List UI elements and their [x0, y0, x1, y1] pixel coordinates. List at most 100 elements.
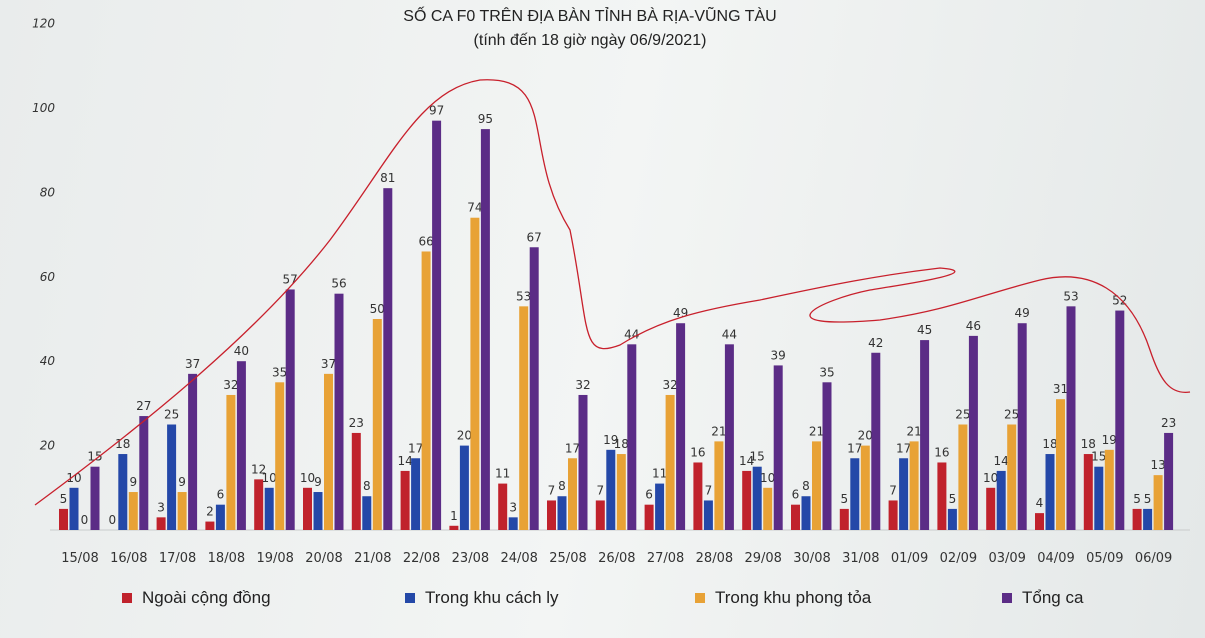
bar [1143, 508, 1153, 530]
data-label: 7 [705, 483, 713, 497]
data-label: 6 [645, 488, 653, 502]
bar [791, 504, 800, 530]
data-label: 31 [1053, 382, 1068, 396]
data-label: 7 [596, 483, 604, 497]
x-tick-label: 17/08 [159, 551, 196, 566]
data-label: 45 [917, 323, 932, 337]
legend-swatch [1002, 593, 1012, 603]
bar [264, 487, 274, 530]
legend-label: Tổng ca [1022, 588, 1084, 607]
legend-label: Trong khu cách ly [425, 588, 559, 607]
hand-drawn-trend-annotation [34, 79, 1191, 506]
bar [986, 487, 996, 530]
data-label: 14 [994, 454, 1009, 468]
data-label: 42 [868, 336, 883, 350]
bar [421, 251, 431, 531]
bar [703, 500, 713, 530]
data-label: 10 [760, 471, 775, 485]
bar [742, 470, 752, 530]
data-label: 6 [217, 488, 225, 502]
bar [1164, 432, 1174, 530]
bar [568, 458, 577, 530]
bar [968, 335, 978, 530]
bar [1132, 508, 1142, 530]
bar [773, 365, 783, 530]
bar [432, 120, 442, 530]
data-label: 19 [1102, 433, 1117, 447]
data-label: 49 [1015, 306, 1030, 320]
bar [763, 487, 773, 530]
bar [958, 424, 968, 530]
bar [498, 483, 508, 530]
data-label: 53 [1063, 289, 1078, 303]
data-label: 5 [1144, 492, 1152, 506]
data-label: 74 [467, 201, 482, 215]
bar [167, 424, 177, 530]
data-label: 16 [690, 445, 705, 459]
x-tick-label: 24/08 [500, 551, 537, 566]
bar [362, 496, 372, 530]
data-label: 4 [1036, 496, 1044, 510]
data-label: 25 [164, 408, 179, 422]
bar [303, 487, 312, 530]
data-label: 0 [81, 513, 89, 527]
bar [529, 247, 539, 530]
data-label: 8 [558, 479, 566, 493]
data-label: 37 [321, 357, 336, 371]
bar [899, 458, 909, 530]
data-label: 46 [966, 319, 981, 333]
bar [285, 289, 295, 530]
bar [1017, 323, 1027, 530]
data-label: 6 [792, 488, 800, 502]
y-tick-label: 20 [40, 439, 56, 453]
bar [470, 217, 480, 530]
bar [1045, 454, 1055, 530]
bar [334, 293, 344, 530]
bar [519, 306, 529, 530]
y-tick-label: 100 [32, 101, 55, 115]
data-label: 35 [819, 365, 834, 379]
bar [1104, 449, 1114, 530]
data-label: 21 [906, 424, 921, 438]
data-label: 7 [548, 483, 556, 497]
bar [156, 517, 166, 530]
data-label: 21 [711, 424, 726, 438]
legend-swatch [122, 593, 132, 603]
chart-title: SỐ CA F0 TRÊN ĐỊA BÀN TỈNH BÀ RỊA-VŨNG T… [403, 8, 777, 25]
bar [752, 466, 762, 530]
data-label: 5 [60, 492, 68, 506]
x-tick-label: 22/08 [403, 551, 440, 566]
bar [557, 496, 567, 530]
bar [90, 466, 100, 530]
bar [411, 458, 421, 530]
data-label: 52 [1112, 294, 1127, 308]
legend-item-quarantine: Trong khu cách ly [405, 588, 559, 608]
data-label: 40 [234, 344, 249, 358]
data-label: 10 [66, 471, 81, 485]
bar [714, 441, 724, 530]
bar [839, 508, 849, 530]
x-tick-label: 18/08 [208, 551, 245, 566]
bar [372, 319, 382, 530]
data-label: 5 [949, 492, 957, 506]
bar [508, 517, 518, 530]
legend-item-total: Tổng ca [1002, 588, 1083, 608]
x-tick-label: 21/08 [354, 551, 391, 566]
data-label: 8 [802, 479, 810, 493]
data-label: 37 [185, 357, 200, 371]
legend-item-lockdown: Trong khu phong tỏa [695, 588, 871, 608]
data-label: 5 [1133, 492, 1141, 506]
data-label: 57 [283, 272, 298, 286]
data-label: 44 [722, 327, 737, 341]
data-label: 17 [408, 441, 423, 455]
bar [236, 361, 246, 530]
x-tick-label: 28/08 [696, 551, 733, 566]
x-tick-label: 04/09 [1037, 551, 1074, 566]
bar [118, 454, 128, 530]
x-tick-label: 16/08 [110, 551, 147, 566]
data-label: 18 [1042, 437, 1057, 451]
data-label: 9 [178, 475, 186, 489]
bar [909, 441, 919, 530]
chart-subtitle: (tính đến 18 giờ ngày 06/9/2021) [473, 32, 707, 49]
bar [860, 445, 870, 530]
